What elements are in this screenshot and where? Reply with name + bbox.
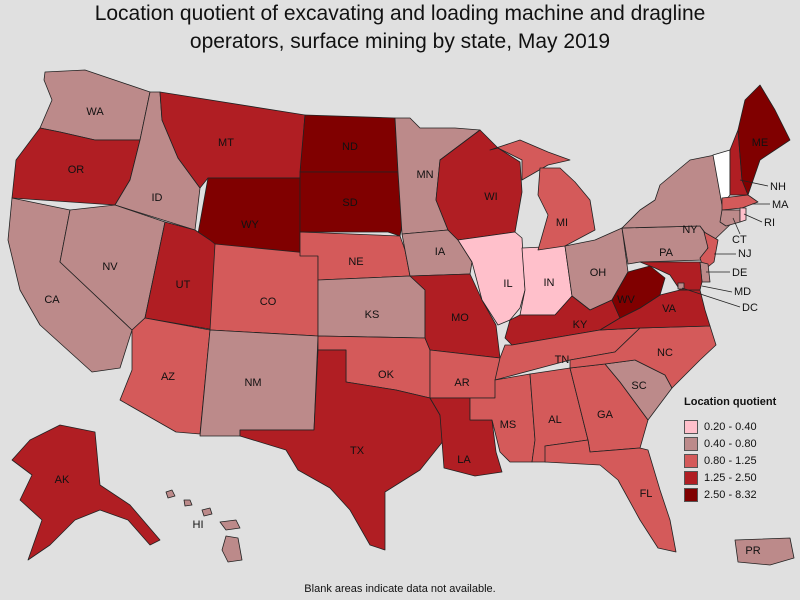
state-CT[interactable]	[719, 209, 741, 227]
legend-label: 0.80 - 1.25	[704, 454, 757, 467]
legend-item: 0.80 - 1.25	[684, 452, 776, 469]
label-GA: GA	[597, 409, 614, 421]
label-DC: DC	[742, 302, 758, 314]
label-WY: WY	[241, 219, 259, 231]
label-MS: MS	[500, 419, 517, 431]
label-NM: NM	[244, 377, 261, 389]
label-VA: VA	[662, 303, 677, 315]
label-DE: DE	[732, 267, 747, 279]
label-OR: OR	[68, 164, 85, 176]
state-MI[interactable]	[489, 139, 571, 181]
legend-label: 1.25 - 2.50	[704, 471, 757, 484]
label-UT: UT	[176, 279, 191, 291]
label-NY: NY	[682, 224, 698, 236]
label-MT: MT	[218, 137, 234, 149]
label-KS: KS	[365, 309, 380, 321]
legend-swatch	[684, 436, 698, 451]
legend-item: 0.20 - 0.40	[684, 418, 776, 435]
label-TX: TX	[350, 445, 365, 457]
label-NH: NH	[770, 181, 786, 193]
label-NC: NC	[657, 347, 673, 359]
legend-item: 1.25 - 2.50	[684, 469, 776, 486]
state-MI-lower[interactable]	[537, 167, 596, 251]
label-WI: WI	[484, 191, 497, 203]
label-HI: HI	[193, 519, 204, 531]
legend-item: 0.40 - 0.80	[684, 435, 776, 452]
state-RI[interactable]	[739, 207, 747, 223]
label-PA: PA	[659, 247, 674, 259]
label-KY: KY	[573, 319, 588, 331]
label-PR: PR	[745, 545, 760, 557]
label-SC: SC	[631, 380, 646, 392]
footnote: Blank areas indicate data not available.	[304, 583, 496, 595]
legend-label: 0.40 - 0.80	[704, 437, 757, 450]
label-ME: ME	[752, 137, 769, 149]
legend-swatch	[684, 487, 698, 502]
state-TX[interactable]	[239, 349, 445, 551]
state-PR[interactable]	[734, 537, 795, 566]
legend-swatch	[684, 453, 698, 468]
state-FL[interactable]	[544, 439, 677, 553]
label-OH: OH	[590, 267, 607, 279]
label-MI: MI	[556, 217, 568, 229]
label-RI: RI	[764, 217, 775, 229]
label-IL: IL	[503, 278, 512, 290]
state-MA[interactable]	[721, 194, 759, 211]
state-MD[interactable]	[639, 261, 703, 291]
label-MO: MO	[451, 312, 469, 324]
state-AK[interactable]	[11, 424, 161, 561]
title-line-2: operators, surface mining by state, May …	[189, 30, 611, 53]
label-AR: AR	[454, 377, 469, 389]
label-NJ: NJ	[738, 248, 751, 260]
legend-label: 0.20 - 0.40	[704, 420, 757, 433]
label-CO: CO	[260, 296, 277, 308]
label-FL: FL	[640, 488, 653, 500]
state-KS[interactable]	[317, 275, 426, 339]
label-CA: CA	[44, 294, 60, 306]
state-CO[interactable]	[209, 243, 319, 337]
label-SD: SD	[342, 197, 357, 209]
label-LA: LA	[457, 454, 471, 466]
legend-swatch	[684, 470, 698, 485]
label-ID: ID	[152, 192, 163, 204]
label-IN: IN	[544, 277, 555, 289]
state-HI[interactable]	[165, 489, 243, 563]
label-MD: MD	[734, 286, 751, 298]
state-IL[interactable]	[457, 231, 526, 326]
state-WV[interactable]	[611, 265, 666, 319]
legend-title: Location quotient	[684, 396, 777, 408]
state-ME[interactable]	[737, 84, 791, 196]
label-CT: CT	[732, 234, 747, 246]
legend-label: 2.50 - 8.32	[704, 488, 757, 501]
label-MA: MA	[772, 199, 789, 211]
legend-item: 2.50 - 8.32	[684, 486, 776, 503]
label-AK: AK	[55, 474, 70, 486]
label-AL: AL	[548, 414, 561, 426]
label-AZ: AZ	[161, 371, 175, 383]
label-TN: TN	[555, 354, 570, 366]
title-line-1: Location quotient of excavating and load…	[94, 2, 706, 25]
map-title: Location quotient of excavating and load…	[0, 0, 800, 56]
label-NV: NV	[102, 261, 118, 273]
label-ND: ND	[342, 141, 358, 153]
label-IA: IA	[435, 246, 446, 258]
state-AR[interactable]	[429, 349, 501, 399]
legend-swatch	[684, 419, 698, 434]
label-WA: WA	[86, 106, 104, 118]
leader-lines	[681, 179, 770, 308]
state-WI[interactable]	[435, 129, 523, 241]
label-WV: WV	[617, 294, 635, 306]
label-OK: OK	[378, 369, 395, 381]
label-MN: MN	[416, 169, 433, 181]
label-NE: NE	[348, 256, 363, 268]
legend: Location quotient 0.20 - 0.40 0.40 - 0.8…	[684, 396, 776, 503]
